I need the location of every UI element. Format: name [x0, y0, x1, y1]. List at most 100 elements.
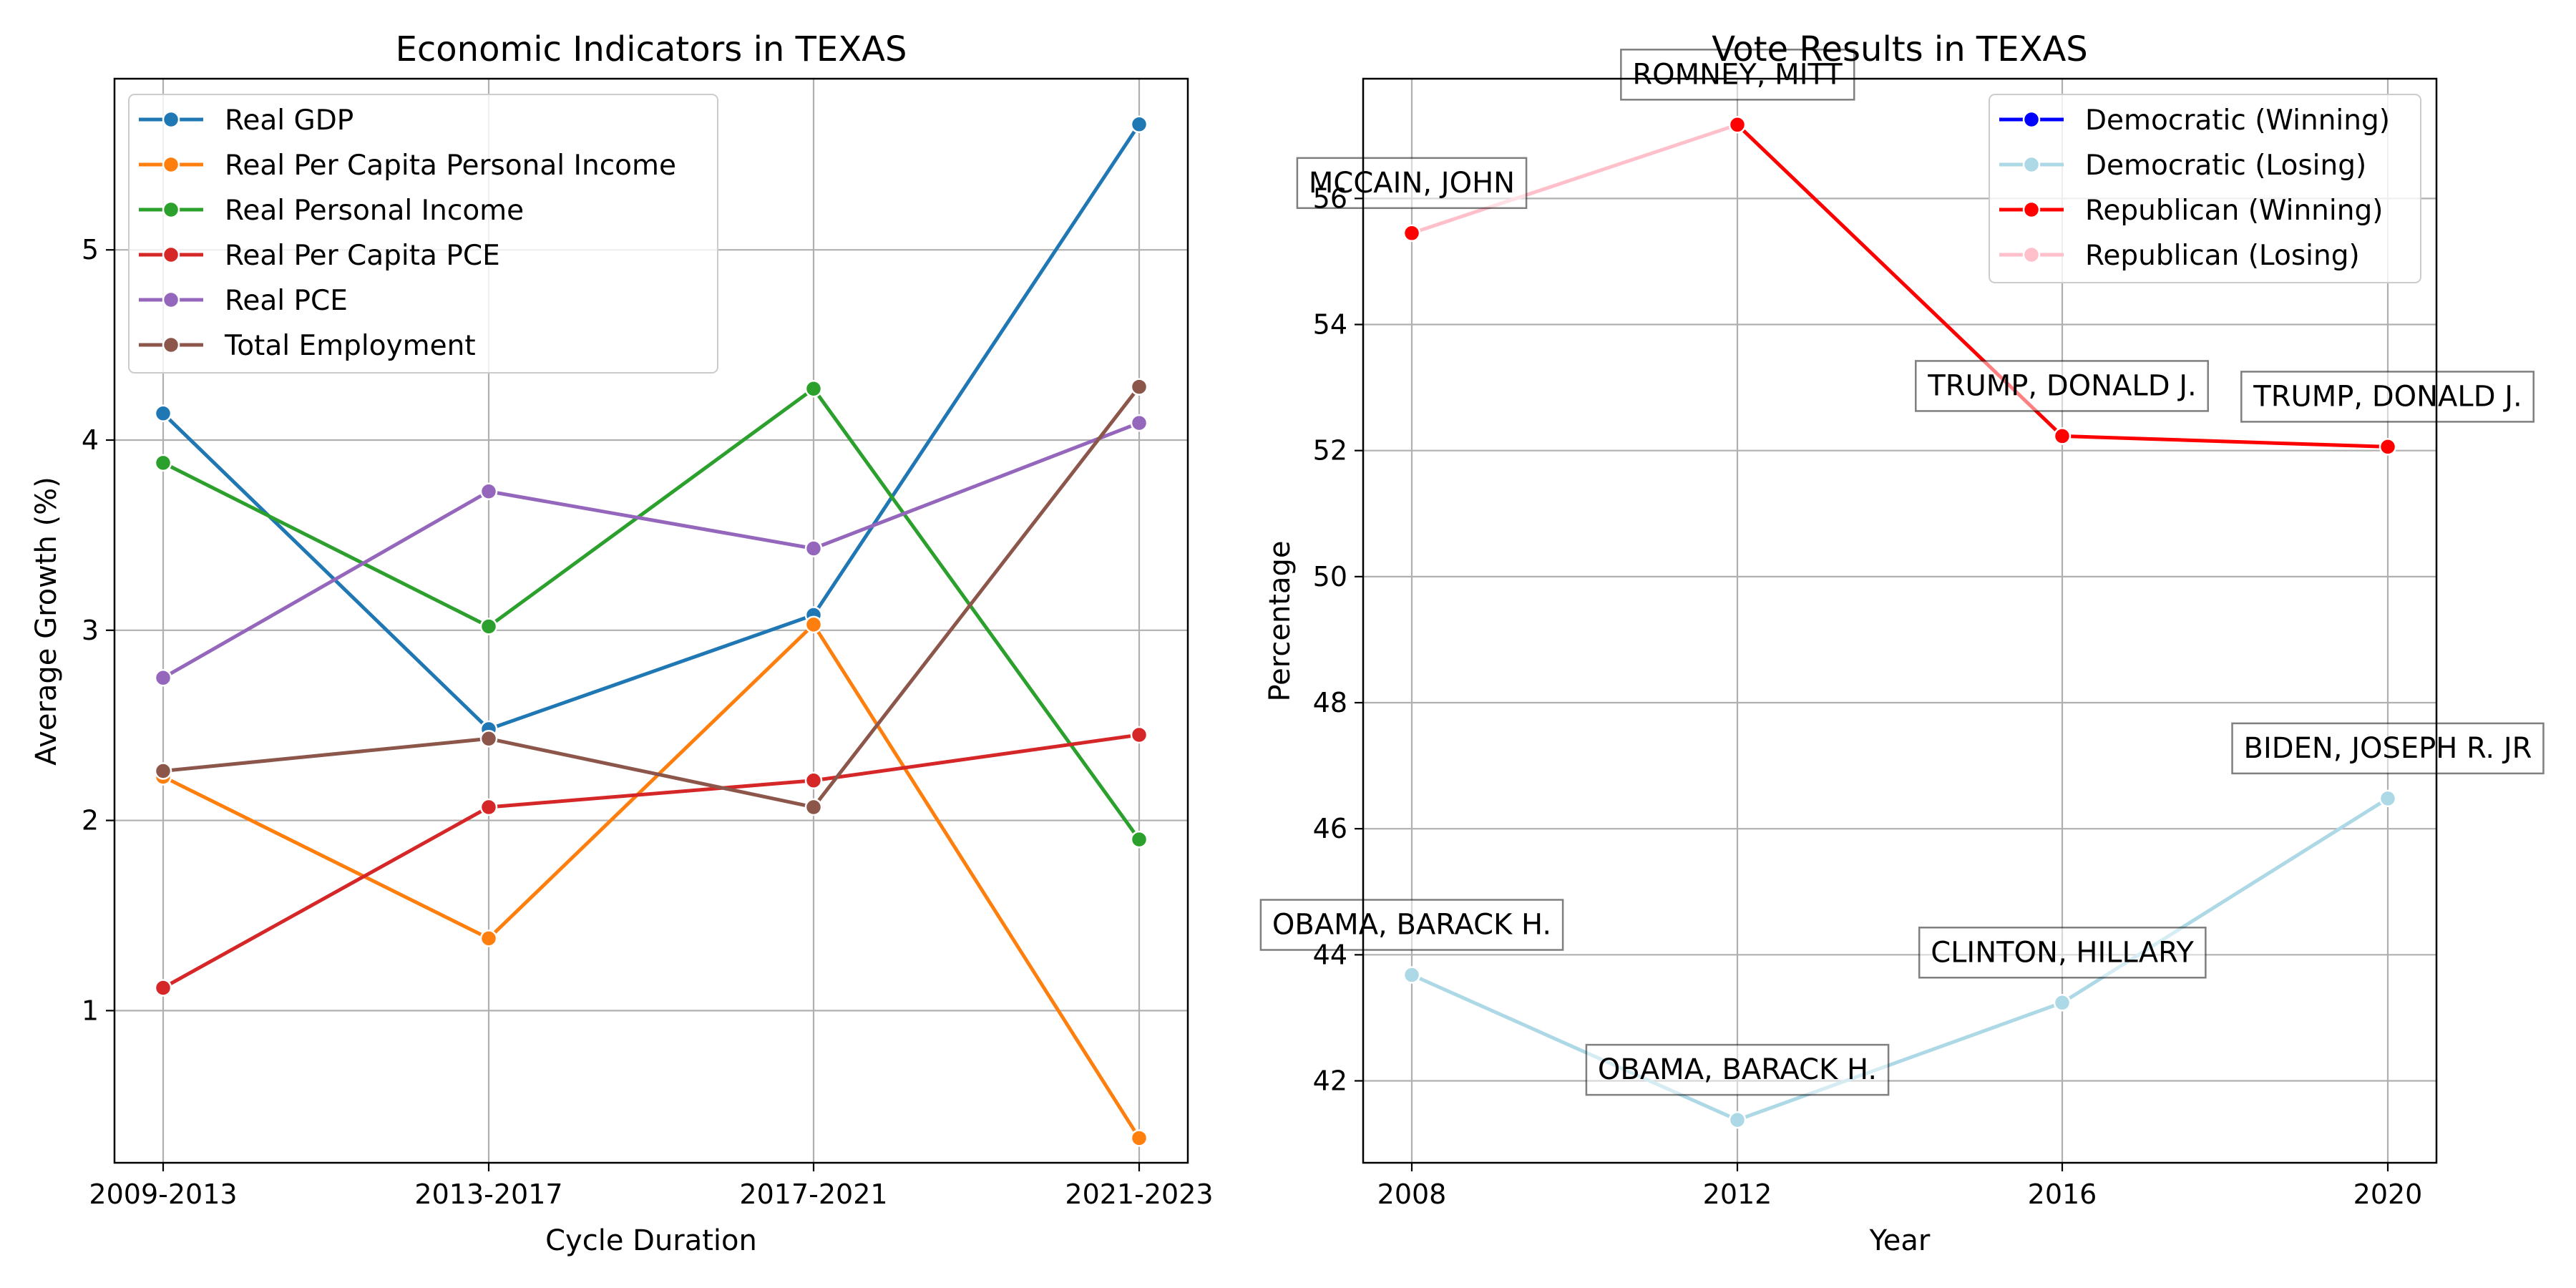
econ-y-tick-label: 4: [82, 424, 99, 456]
vote-point: [1402, 224, 1421, 243]
vote-candidate-label: CLINTON, HILLARY: [1931, 936, 2194, 969]
vote-point: [2379, 438, 2397, 456]
econ-point: [479, 618, 498, 635]
vote-point: [1402, 966, 1421, 984]
econ-series-line-0: [162, 123, 1141, 731]
vote-candidate-label-box: [2231, 722, 2545, 775]
econ-point: [479, 798, 498, 816]
vote-y-tick-label: 52: [1313, 435, 1347, 467]
vote-point: [2379, 789, 2397, 808]
vote-series-segment-0: [1410, 122, 1740, 235]
econ-point: [1130, 726, 1148, 744]
econ-point: [804, 771, 823, 790]
econ-legend: Real GDP Real Per Capita Personal Income R…: [128, 94, 718, 374]
econ-point: [154, 979, 172, 997]
vote-annotations: MCCAIN, JOHN ROMNEY, MITT TRUMP, DONALD J.…: [1259, 49, 2545, 1096]
econ-series-line-2: [162, 386, 1141, 841]
econ-x-tick-label: 2017-2021: [739, 1179, 887, 1210]
vote-x-axis-label: Year: [1869, 1224, 1931, 1257]
vote-point: [1728, 1111, 1747, 1129]
vote-y-tick-label: 48: [1313, 687, 1347, 718]
vote-legend-label: Democratic (Winning): [2085, 104, 2390, 137]
econ-x-tick-label: 2009-2013: [89, 1179, 237, 1210]
econ-point: [1130, 414, 1148, 432]
econ-point: [154, 668, 172, 687]
vote-legend-swatch-marker: [2022, 200, 2041, 219]
econ-point: [1130, 115, 1148, 134]
econ-point: [804, 540, 823, 557]
econ-legend-label: Real Per Capita Personal Income: [225, 150, 676, 182]
vote-x-tick-label: 2020: [2353, 1179, 2423, 1210]
vote-point: [2053, 994, 2072, 1012]
econ-y-ticks: 1 2 3 4 5: [82, 234, 114, 1026]
econ-legend-swatch-marker: [162, 200, 180, 219]
vote-y-tick-label: 56: [1313, 182, 1347, 214]
econ-legend-label: Real GDP: [225, 104, 353, 137]
vote-candidate-label: ROMNEY, MITT: [1632, 58, 1843, 91]
vote-candidate-label-box: [1915, 360, 2209, 412]
econ-legend-label: Real Personal Income: [225, 195, 524, 227]
vote-x-tick-label: 2016: [2028, 1179, 2097, 1210]
econ-y-tick-label: 5: [82, 234, 99, 265]
chart-economic: 2009-2013 2013-2017 2017-2021 2021-2023 1 2 3…: [30, 29, 1214, 1257]
econ-point: [154, 762, 172, 780]
econ-point: [1130, 378, 1148, 396]
vote-plot-frame: [1362, 77, 2438, 1164]
vote-candidate-label: OBAMA, BARACK H.: [1598, 1053, 1877, 1086]
econ-point: [804, 615, 823, 634]
chart-vote: MCCAIN, JOHN ROMNEY, MITT TRUMP, DONALD J.…: [1259, 29, 2545, 1257]
econ-x-tick-label: 2021-2023: [1065, 1179, 1213, 1210]
vote-x-ticks: 2008 2012 2016 2020: [1377, 1163, 2423, 1210]
vote-y-tick-label: 44: [1313, 939, 1347, 970]
vote-legend-label: Democratic (Losing): [2085, 150, 2366, 182]
vote-series-segment-1: [1735, 1000, 2064, 1122]
econ-series-line-5: [162, 386, 1141, 809]
vote-legend-label: Republican (Losing): [2085, 240, 2360, 272]
vote-point: [2053, 427, 2072, 445]
vote-y-ticks: 42 44 46 48 50 52 54 56: [1313, 182, 1363, 1096]
econ-point: [479, 482, 498, 501]
vote-point: [1728, 116, 1747, 134]
econ-plot-frame: [113, 77, 1189, 1164]
vote-x-tick-label: 2008: [1377, 1179, 1447, 1210]
econ-legend-swatch-marker: [162, 245, 180, 264]
econ-point: [479, 730, 498, 748]
econ-y-tick-label: 1: [82, 995, 99, 1026]
vote-y-axis-label: Percentage: [1264, 540, 1297, 701]
econ-legend-swatch-marker: [162, 110, 180, 129]
vote-candidate-label-box: [2240, 371, 2534, 423]
econ-y-tick-label: 2: [82, 805, 99, 836]
econ-legend-label: Real Per Capita PCE: [225, 240, 500, 272]
econ-legend-frame: [128, 94, 718, 374]
econ-point: [1130, 1129, 1148, 1147]
vote-candidate-label: MCCAIN, JOHN: [1309, 167, 1515, 200]
vote-legend-swatch-marker: [2022, 110, 2041, 129]
econ-legend-label: Total Employment: [224, 330, 476, 362]
econ-legend-swatch-marker: [162, 155, 180, 174]
vote-candidate-label: TRUMP, DONALD J.: [1927, 369, 2196, 402]
vote-candidate-label: BIDEN, JOSEPH R. JR: [2244, 732, 2532, 765]
econ-point: [804, 379, 823, 398]
econ-chart-title: Economic Indicators in TEXAS: [396, 29, 907, 69]
vote-legend-swatch-marker: [2022, 245, 2041, 264]
econ-series-line-3: [162, 733, 1140, 990]
vote-y-tick-label: 54: [1313, 309, 1347, 341]
econ-point: [1130, 830, 1148, 849]
vote-candidate-label-box: [1585, 1043, 1890, 1096]
econ-series-line-1: [162, 623, 1141, 1139]
vote-y-tick-label: 42: [1313, 1065, 1347, 1096]
vote-candidate-label: TRUMP, DONALD J.: [2253, 380, 2522, 413]
econ-y-axis-label: Average Growth (%): [30, 477, 63, 766]
vote-candidate-label-box: [1918, 927, 2207, 979]
vote-series-segment-0: [2060, 434, 2390, 449]
vote-legend-swatch-marker: [2022, 155, 2041, 174]
econ-legend-swatch-marker: [162, 336, 180, 354]
econ-y-tick-label: 3: [82, 615, 99, 646]
econ-point: [154, 454, 172, 472]
vote-y-tick-label: 50: [1313, 561, 1347, 592]
econ-series-layer: [154, 115, 1148, 1147]
vote-x-tick-label: 2012: [1703, 1179, 1772, 1210]
econ-x-tick-label: 2013-2017: [414, 1179, 562, 1210]
econ-legend-swatch-marker: [162, 291, 180, 309]
